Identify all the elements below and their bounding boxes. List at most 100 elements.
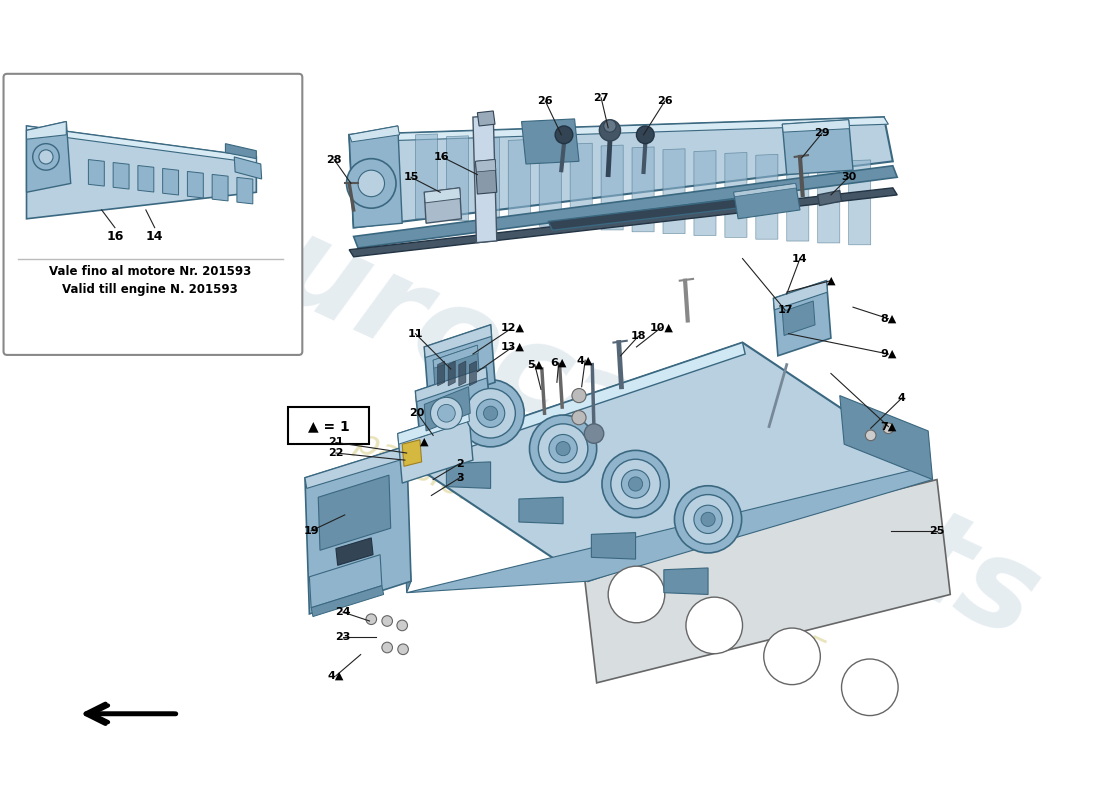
Polygon shape (88, 159, 104, 186)
Polygon shape (349, 188, 898, 257)
Text: Valid till engine N. 201593: Valid till engine N. 201593 (63, 283, 238, 296)
Text: 17: 17 (778, 305, 793, 315)
Polygon shape (26, 122, 66, 139)
Circle shape (674, 486, 741, 553)
Text: 23: 23 (336, 632, 351, 642)
Circle shape (600, 120, 620, 141)
Polygon shape (786, 156, 808, 241)
Polygon shape (570, 143, 592, 228)
Polygon shape (459, 361, 465, 386)
Polygon shape (782, 120, 852, 174)
Polygon shape (601, 145, 624, 230)
Polygon shape (447, 462, 491, 488)
Text: a passion for parts since 1985: a passion for parts since 1985 (320, 410, 829, 672)
Circle shape (556, 442, 570, 456)
Polygon shape (773, 281, 827, 310)
Polygon shape (539, 142, 561, 226)
Polygon shape (664, 568, 708, 594)
FancyBboxPatch shape (288, 407, 370, 444)
Circle shape (438, 405, 455, 422)
Polygon shape (349, 117, 893, 228)
Circle shape (572, 410, 586, 425)
Text: 3: 3 (455, 473, 463, 482)
Polygon shape (26, 122, 70, 192)
Circle shape (484, 406, 497, 420)
Circle shape (430, 398, 462, 429)
Circle shape (701, 512, 715, 526)
Polygon shape (416, 367, 491, 437)
Circle shape (39, 150, 53, 164)
Polygon shape (773, 281, 830, 356)
Polygon shape (84, 701, 182, 727)
Text: 4: 4 (898, 394, 905, 403)
Circle shape (608, 566, 664, 622)
Polygon shape (138, 166, 154, 192)
Circle shape (346, 158, 396, 208)
Polygon shape (311, 586, 384, 617)
Text: 9▲: 9▲ (880, 349, 896, 359)
Circle shape (556, 126, 573, 144)
Circle shape (382, 616, 393, 626)
Polygon shape (305, 446, 411, 614)
Text: 21: 21 (328, 438, 343, 447)
Text: 22: 22 (328, 448, 343, 458)
Circle shape (584, 424, 604, 443)
Polygon shape (336, 538, 373, 566)
Polygon shape (438, 361, 444, 386)
Text: ▲: ▲ (827, 276, 835, 286)
Polygon shape (734, 183, 796, 197)
Circle shape (637, 126, 654, 144)
Polygon shape (305, 446, 408, 488)
Polygon shape (349, 135, 358, 228)
Polygon shape (234, 157, 262, 179)
Polygon shape (663, 149, 685, 234)
Text: 28: 28 (327, 154, 342, 165)
Text: 18: 18 (630, 331, 646, 342)
Text: 30: 30 (842, 172, 856, 182)
Circle shape (549, 434, 578, 462)
Text: eurocarparts: eurocarparts (180, 170, 1057, 665)
Circle shape (604, 120, 616, 132)
Polygon shape (725, 153, 747, 238)
Polygon shape (632, 147, 654, 232)
Polygon shape (425, 325, 495, 405)
Polygon shape (734, 183, 800, 218)
Polygon shape (694, 150, 716, 235)
Polygon shape (425, 188, 461, 203)
Text: Vale fino al motore Nr. 201593: Vale fino al motore Nr. 201593 (50, 266, 252, 278)
Circle shape (686, 597, 742, 654)
Text: 13▲: 13▲ (500, 342, 525, 352)
Circle shape (538, 424, 587, 474)
Text: 4▲: 4▲ (328, 670, 344, 681)
Text: 19: 19 (304, 526, 319, 536)
Text: 25: 25 (930, 526, 945, 536)
Text: 14: 14 (792, 254, 807, 263)
Polygon shape (433, 345, 478, 368)
Text: 26: 26 (538, 96, 553, 106)
Circle shape (572, 389, 586, 402)
Polygon shape (473, 115, 497, 242)
Polygon shape (425, 188, 461, 223)
Polygon shape (448, 361, 455, 386)
Circle shape (397, 620, 407, 630)
Polygon shape (398, 410, 470, 444)
Polygon shape (425, 386, 471, 431)
Text: 7▲: 7▲ (880, 422, 896, 431)
Text: 24: 24 (336, 607, 351, 617)
Polygon shape (403, 458, 411, 593)
Polygon shape (236, 178, 253, 204)
Polygon shape (447, 136, 469, 221)
Polygon shape (433, 345, 480, 389)
Circle shape (628, 477, 642, 491)
Circle shape (602, 450, 669, 518)
Polygon shape (349, 117, 889, 142)
Circle shape (366, 614, 376, 625)
Polygon shape (403, 342, 928, 582)
Polygon shape (407, 466, 933, 593)
Text: 12▲: 12▲ (500, 322, 525, 333)
Text: ▲ = 1: ▲ = 1 (308, 419, 350, 434)
Text: 8▲: 8▲ (880, 314, 896, 324)
Text: 29: 29 (814, 128, 829, 138)
Circle shape (621, 470, 650, 498)
Polygon shape (548, 195, 773, 230)
